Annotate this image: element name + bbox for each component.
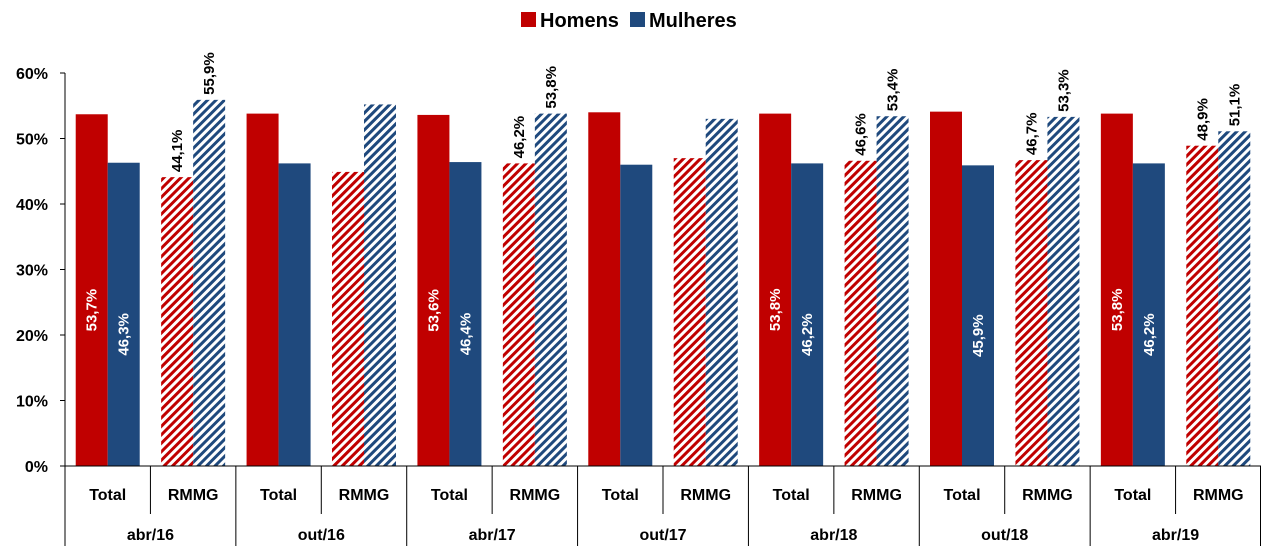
- bar-homens-abr-17-rmmg: [502, 163, 535, 466]
- bar-homens-out-16-total: [246, 113, 279, 467]
- data-label: 53,4%: [885, 69, 902, 112]
- legend-swatch-homens: [521, 12, 536, 27]
- x-category-label: RMMG: [510, 487, 561, 504]
- data-label: 48,9%: [1194, 98, 1211, 141]
- data-label: 53,8%: [543, 66, 560, 109]
- bar-mulheres-out-16-rmmg: [364, 104, 396, 466]
- x-category-label: Total: [260, 487, 297, 504]
- legend-swatch-mulheres: [630, 12, 645, 27]
- x-group-label: out/17: [639, 527, 686, 544]
- data-label: 51,1%: [1226, 84, 1243, 127]
- data-label: 46,3%: [116, 313, 133, 356]
- y-tick-label: 20%: [16, 328, 48, 345]
- bar-mulheres-out-18-rmmg: [1047, 116, 1080, 466]
- x-category-label: RMMG: [168, 487, 219, 504]
- x-category-label: RMMG: [1022, 487, 1073, 504]
- x-category-label: Total: [89, 487, 126, 504]
- bar-homens-abr-18-total: [759, 113, 792, 467]
- bar-mulheres-abr-18-total: [791, 163, 824, 466]
- y-tick-label: 60%: [16, 66, 48, 83]
- x-category-label: Total: [943, 487, 980, 504]
- y-tick-label: 50%: [16, 132, 48, 149]
- legend-label-homens: Homens: [540, 10, 619, 32]
- bar-mulheres-abr-16-rmmg: [193, 99, 226, 466]
- data-label: 53,6%: [425, 289, 442, 332]
- x-category-label: Total: [602, 487, 639, 504]
- x-group-label: abr/18: [810, 527, 857, 544]
- bar-homens-abr-17-total: [417, 114, 450, 467]
- x-category-label: RMMG: [680, 487, 731, 504]
- data-label: 53,8%: [767, 289, 784, 332]
- bar-homens-abr-18-rmmg: [844, 160, 877, 466]
- bar-homens-out-18-rmmg: [1015, 160, 1048, 467]
- x-category-label: Total: [431, 487, 468, 504]
- data-label: 55,9%: [201, 52, 218, 95]
- x-group-labels: abr/16 out/16 abr/17 out/17 abr/18 out/18 abr/…: [127, 527, 1199, 544]
- bar-mulheres-out-17-total: [620, 164, 653, 466]
- data-label: 53,7%: [84, 289, 101, 332]
- data-label: 53,8%: [1109, 289, 1126, 332]
- bar-mulheres-abr-17-rmmg: [534, 113, 567, 467]
- data-labels: 53,7% 46,3% 44,1% 55,9% 53,6% 46,4% 46,2% 53,8%…: [84, 52, 1244, 357]
- data-label: 46,4%: [457, 313, 474, 356]
- data-label: 46,2%: [1141, 313, 1158, 356]
- bar-homens-out-16-rmmg: [332, 171, 364, 466]
- bar-homens-abr-16-rmmg: [161, 177, 194, 466]
- bar-homens-abr-19-rmmg: [1186, 145, 1219, 466]
- x-category-label: RMMG: [1193, 487, 1244, 504]
- y-tick-label: 10%: [16, 394, 48, 411]
- x-group-label: abr/16: [127, 527, 174, 544]
- bar-mulheres-out-18-total: [962, 165, 994, 467]
- legend-label-mulheres: Mulheres: [649, 10, 737, 32]
- y-tick-labels: 0% 10% 20% 30% 40% 50% 60%: [16, 66, 65, 476]
- x-group-label: abr/19: [1152, 527, 1199, 544]
- x-category-labels: Total RMMG Total RMMG Total RMMG Total RMMG Tota…: [89, 487, 1243, 504]
- bar-mulheres-abr-19-rmmg: [1218, 131, 1251, 467]
- data-label: 46,6%: [853, 113, 870, 156]
- x-category-label: RMMG: [339, 487, 390, 504]
- data-label: 46,7%: [1023, 113, 1040, 156]
- bar-homens-abr-16-total: [75, 114, 108, 466]
- bar-homens-abr-19-total: [1100, 113, 1133, 467]
- x-group-label: out/18: [981, 527, 1028, 544]
- legend: Homens Mulheres: [521, 10, 737, 32]
- data-label: 45,9%: [970, 314, 987, 357]
- bar-mulheres-out-17-rmmg: [705, 118, 738, 466]
- data-label: 46,2%: [799, 313, 816, 356]
- y-tick-label: 30%: [16, 263, 48, 280]
- x-category-label: RMMG: [851, 487, 902, 504]
- x-group-label: out/16: [298, 527, 345, 544]
- bar-mulheres-abr-19-total: [1132, 163, 1165, 466]
- x-category-label: Total: [1114, 487, 1151, 504]
- bar-homens-out-17-total: [588, 112, 621, 467]
- data-label: 53,3%: [1055, 69, 1072, 112]
- bar-homens-out-17-rmmg: [673, 158, 706, 466]
- x-category-label: Total: [773, 487, 810, 504]
- bars: [75, 99, 1251, 467]
- x-axis: [64, 465, 1261, 546]
- y-tick-label: 0%: [25, 459, 48, 476]
- x-group-label: abr/17: [469, 527, 516, 544]
- data-label: 44,1%: [169, 130, 186, 173]
- y-tick-label: 40%: [16, 197, 48, 214]
- data-label: 46,2%: [511, 116, 528, 159]
- bar-mulheres-abr-16-total: [107, 162, 140, 467]
- bar-mulheres-abr-18-rmmg: [876, 116, 909, 466]
- bar-mulheres-out-16-total: [278, 163, 311, 466]
- bar-homens-out-18-total: [930, 111, 962, 467]
- bar-mulheres-abr-17-total: [449, 162, 482, 466]
